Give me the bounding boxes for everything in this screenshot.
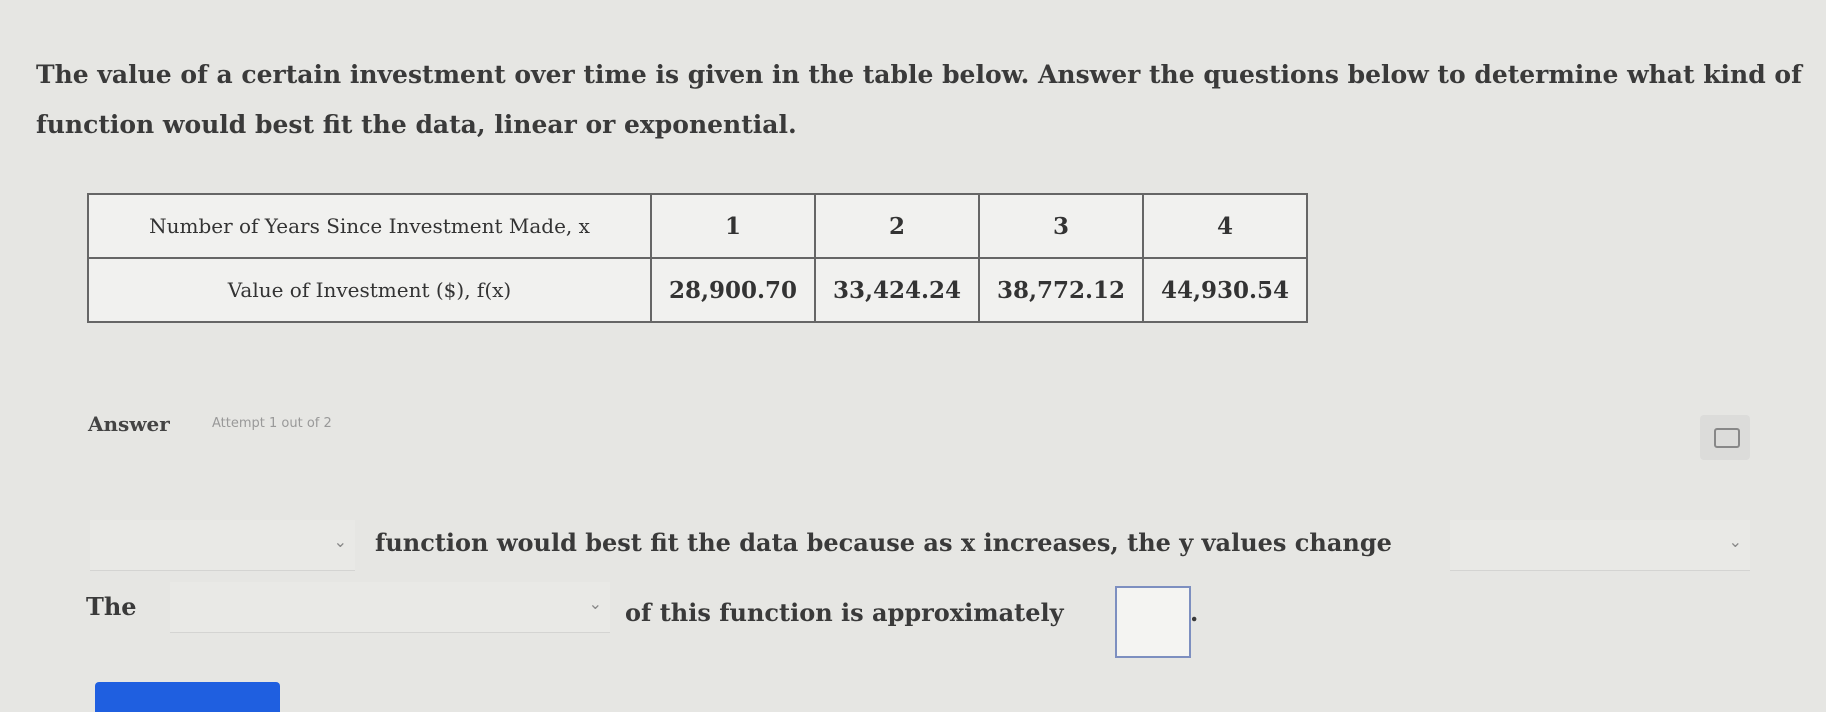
value-input[interactable]	[1115, 586, 1191, 658]
chevron-down-icon: ⌄	[333, 532, 347, 551]
sentence-1-text: function would best fit the data because…	[375, 528, 1392, 557]
row-header: Value of Investment ($), f(x)	[87, 257, 652, 323]
row-header: Number of Years Since Investment Made, x	[87, 193, 652, 259]
table-cell: 1	[650, 193, 816, 259]
answer-label: Answer	[88, 412, 170, 436]
submit-button[interactable]	[95, 682, 280, 712]
chevron-down-icon: ⌄	[1728, 532, 1742, 551]
table-cell: 33,424.24	[814, 257, 980, 323]
data-table: Number of Years Since Investment Made, x…	[87, 193, 1308, 323]
function-type-dropdown[interactable]: ⌄	[90, 520, 355, 571]
table-cell: 2	[814, 193, 980, 259]
table-cell: 38,772.12	[978, 257, 1144, 323]
sentence-2-suffix: .	[1190, 598, 1199, 627]
sentence-2-prefix: The	[86, 592, 137, 621]
question-prompt: The value of a certain investment over t…	[36, 60, 1802, 139]
table-cell: 4	[1142, 193, 1308, 259]
keyboard-icon	[1714, 428, 1740, 448]
chevron-down-icon: ⌄	[588, 594, 602, 613]
property-dropdown[interactable]: ⌄	[170, 582, 610, 633]
sentence-2-text: of this function is approximately	[625, 598, 1064, 627]
keyboard-button[interactable]	[1700, 415, 1750, 460]
table-cell: 28,900.70	[650, 257, 816, 323]
table-row: Number of Years Since Investment Made, x…	[87, 193, 1308, 259]
table-cell: 44,930.54	[1142, 257, 1308, 323]
attempt-counter: Attempt 1 out of 2	[212, 416, 332, 431]
change-type-dropdown[interactable]: ⌄	[1450, 520, 1750, 571]
table-row: Value of Investment ($), f(x) 28,900.70 …	[87, 257, 1308, 323]
table-cell: 3	[978, 193, 1144, 259]
